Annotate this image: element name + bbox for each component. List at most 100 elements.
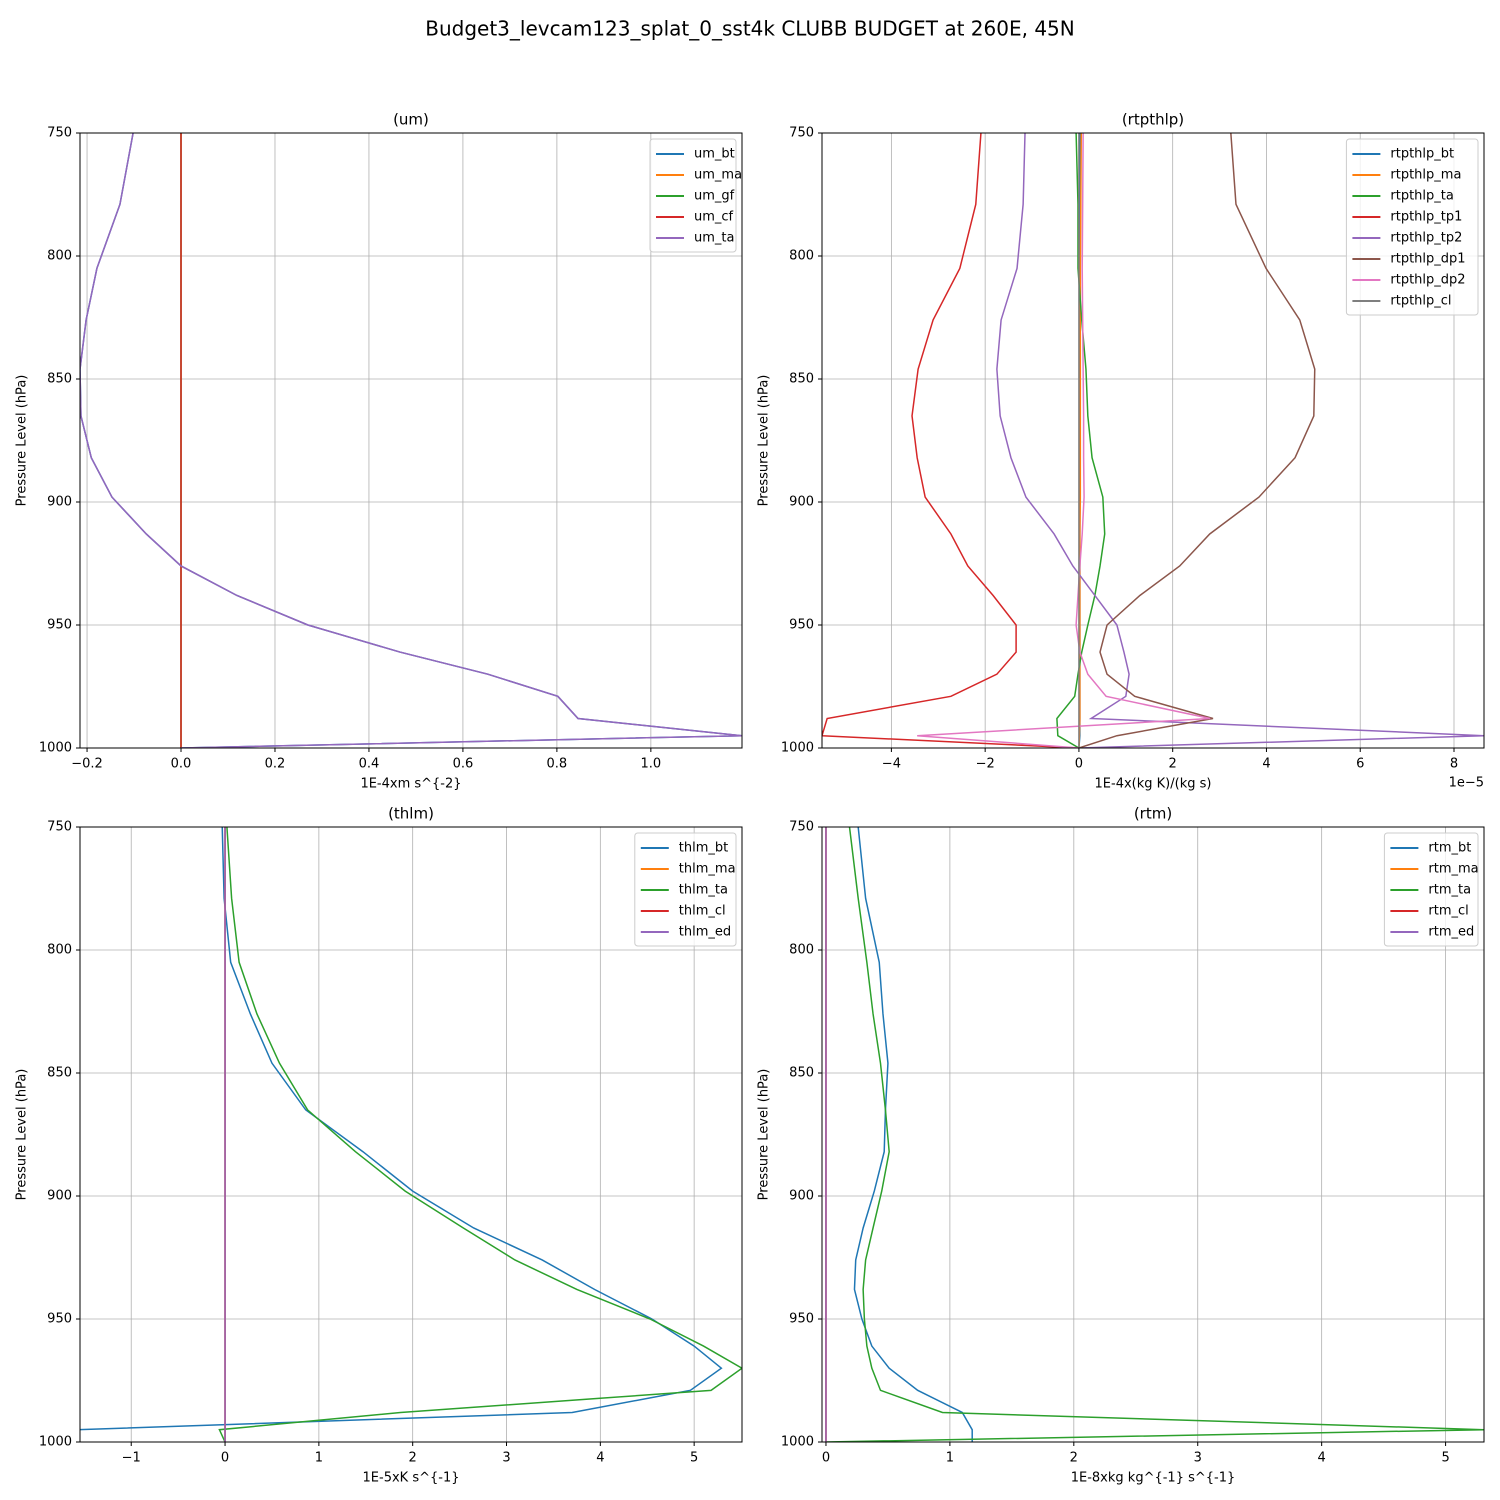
x-tick-label: 3: [1194, 1451, 1202, 1466]
x-tick-label: 0: [1075, 757, 1083, 772]
y-tick-label: 750: [789, 820, 814, 835]
data-line: [825, 827, 1484, 1442]
legend-label: thlm_cl: [679, 904, 726, 919]
legend: rtpthlp_bt rtpthlp_ma rtpthlp_ta rtpthlp_tp…: [1345, 138, 1479, 316]
x-tick-label: 1: [315, 1451, 323, 1466]
legend-label: rtpthlp_dp1: [1390, 252, 1465, 267]
y-tick-label: 950: [47, 1312, 72, 1327]
x-tick-label: −1: [122, 1451, 141, 1466]
legend-label: thlm_bt: [679, 841, 728, 856]
subplot-title: (um): [393, 111, 429, 129]
y-axis-label: Pressure Level (hPa): [757, 375, 772, 507]
y-tick-label: 850: [789, 372, 814, 387]
x-tick-label: −2: [976, 757, 995, 772]
axes-frame: [821, 826, 1485, 1443]
axes-frame: [821, 132, 1485, 749]
y-axis-label: Pressure Level (hPa): [15, 375, 30, 507]
legend-label: rtpthlp_bt: [1390, 147, 1454, 162]
y-tick-label: 800: [47, 943, 72, 958]
legend-label: rtpthlp_ta: [1390, 189, 1453, 204]
y-tick-label: 850: [47, 1066, 72, 1081]
figure-title: Budget3_levcam123_splat_0_sst4k CLUBB BU…: [425, 17, 1075, 41]
legend-label: rtpthlp_cl: [1390, 294, 1451, 309]
legend-label: rtpthlp_tp1: [1390, 210, 1462, 225]
y-tick-label: 750: [47, 820, 72, 835]
y-tick-label: 950: [789, 618, 814, 633]
y-tick-label: 950: [789, 1312, 814, 1327]
x-tick-label: −0.2: [71, 757, 103, 772]
data-line: [822, 133, 1079, 748]
subplot: −0.2 0.0 0.2 0.4 0.6 0.8 1.0 750 800 850 900 950 100…: [15, 111, 743, 792]
data-line: [80, 133, 742, 748]
y-tick-label: 850: [789, 1066, 814, 1081]
y-tick-label: 1000: [781, 741, 814, 756]
legend-box: [1383, 832, 1479, 947]
x-tick-label: 4: [596, 1451, 604, 1466]
data-line: [218, 827, 742, 1442]
y-tick-label: 800: [789, 943, 814, 958]
x-axis-label: 1E-4x(kg K)/(kg s): [1095, 777, 1212, 792]
x-tick-label: 4: [1262, 757, 1270, 772]
data-line: [853, 827, 973, 1442]
y-tick-label: 750: [789, 126, 814, 141]
x-tick-label: 0: [221, 1451, 229, 1466]
data-line: [80, 133, 742, 748]
legend-label: rtm_bt: [1428, 841, 1471, 856]
legend-label: rtpthlp_dp2: [1390, 273, 1465, 288]
x-tick-label: 0.4: [359, 757, 380, 772]
legend-label: rtm_ma: [1428, 862, 1478, 877]
y-tick-label: 900: [789, 495, 814, 510]
legend-label: um_ta: [694, 231, 734, 246]
subplot: −4 −2 0 2 4 6 8 750 800 850 900 950 1000 (rtpthlp) 1E-…: [757, 111, 1485, 792]
x-tick-label: −4: [882, 757, 901, 772]
x-tick-label: 4: [1318, 1451, 1326, 1466]
legend-label: rtpthlp_tp2: [1390, 231, 1462, 246]
x-tick-label: 1.0: [641, 757, 662, 772]
data-line: [1078, 133, 1083, 748]
legend-label: thlm_ma: [679, 862, 736, 877]
x-tick-label: 2: [1169, 757, 1177, 772]
legend-label: um_cf: [694, 210, 734, 225]
data-line: [80, 827, 723, 1431]
x-tick-label: 3: [502, 1451, 510, 1466]
y-tick-label: 1000: [39, 1435, 72, 1450]
legend-label: thlm_ta: [679, 883, 728, 898]
x-axis-label: 1E-4xm s^{-2}: [360, 777, 461, 792]
x-tick-label: 0.2: [265, 757, 286, 772]
legend: thlm_bt thlm_ma thlm_ta thlm_cl thlm_ed: [634, 832, 737, 947]
subplot-title: (rtm): [1134, 805, 1172, 823]
axes-frame: [79, 132, 743, 749]
legend-label: um_bt: [694, 147, 735, 162]
subplot: 0 1 2 3 4 5 750 800 850 900 950 1000 (rtm) 1E-8xkg kg…: [757, 805, 1485, 1486]
x-tick-label: 1: [946, 1451, 954, 1466]
subplot-title: (rtpthlp): [1122, 111, 1184, 129]
x-tick-label: 0.8: [547, 757, 568, 772]
x-tick-label: 5: [1441, 1451, 1449, 1466]
legend: um_bt um_ma um_gf um_cf um_ta: [649, 138, 742, 253]
x-tick-label: 5: [690, 1451, 698, 1466]
data-line: [1078, 133, 1316, 748]
x-tick-label: 0: [822, 1451, 830, 1466]
x-tick-label: 2: [409, 1451, 417, 1466]
x-axis-label: 1E-8xkg kg^{-1} s^{-1}: [1071, 1471, 1236, 1486]
data-line: [917, 133, 1211, 748]
legend-label: rtm_ed: [1428, 925, 1474, 940]
axes-frame: [79, 826, 743, 1443]
y-tick-label: 900: [789, 1189, 814, 1204]
legend-label: um_gf: [694, 189, 735, 204]
subplot: −1 0 1 2 3 4 5 750 800 850 900 950 1000 (thlm) 1E-5xK …: [15, 805, 743, 1486]
legend-label: um_ma: [694, 168, 742, 183]
legend-box: [1345, 138, 1479, 316]
legend-label: thlm_ed: [679, 925, 731, 940]
y-tick-label: 750: [47, 126, 72, 141]
y-tick-label: 900: [47, 495, 72, 510]
legend-label: rtm_ta: [1428, 883, 1471, 898]
x-tick-label: 2: [1070, 1451, 1078, 1466]
y-tick-label: 950: [47, 618, 72, 633]
x-tick-label: 8: [1450, 757, 1458, 772]
x-axis-label: 1E-5xK s^{-1}: [363, 1471, 460, 1486]
legend-label: rtpthlp_ma: [1390, 168, 1461, 183]
x-tick-label: 0.0: [171, 757, 192, 772]
y-axis-label: Pressure Level (hPa): [15, 1069, 30, 1201]
